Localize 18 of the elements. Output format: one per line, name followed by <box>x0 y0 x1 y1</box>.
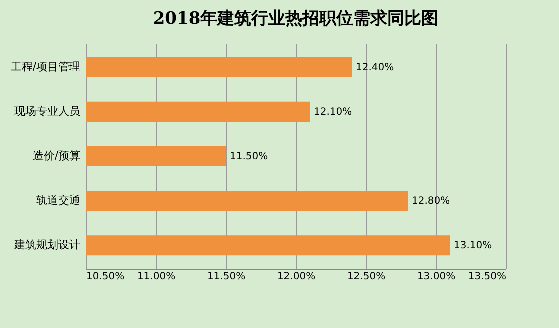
chart-title: 2018年建筑行业热招职位需求同比图 <box>153 9 439 29</box>
data-label: 12.40% <box>356 62 394 74</box>
data-label: 11.50% <box>230 152 268 162</box>
y-tick-label: 现场专业人员 <box>14 104 80 118</box>
x-tick-label: 11.00% <box>137 272 176 282</box>
y-tick-label: 轨道交通 <box>36 194 80 208</box>
y-tick-label: 建筑规划设计 <box>14 238 80 252</box>
x-tick-label: 13.00% <box>417 272 456 282</box>
data-label: 12.10% <box>314 106 352 118</box>
x-tick-label: 13.50% <box>468 272 506 282</box>
y-tick-label: 造价/预算 <box>32 150 80 162</box>
x-tick-label: 12.50% <box>347 272 386 282</box>
y-tick-label: 工程/项目管理 <box>10 60 80 74</box>
x-tick-label: 12.00% <box>277 272 316 282</box>
x-tick-label: 11.50% <box>207 272 246 282</box>
x-tick-label: 10.50% <box>86 272 125 282</box>
data-label: 13.10% <box>454 240 492 252</box>
data-label: 12.80% <box>412 196 450 208</box>
